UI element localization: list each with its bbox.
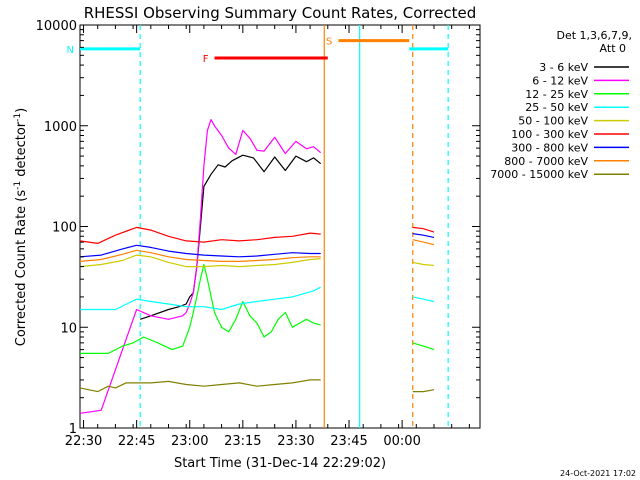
x-tick-label-7: 00:00 [383,434,420,449]
series-line-7-part-2 [412,233,435,238]
series-line-5-part-1 [79,254,321,268]
y-tick-label-5: 10000 [36,19,77,34]
y-axis-label-mid: detector [14,121,29,181]
series-line-4-part-2 [412,296,435,303]
y-axis-label-end: ) [14,108,29,113]
series-line-1-part-1 [140,154,322,320]
instrument-state-lines [139,25,449,428]
series-line-2-part-1 [79,118,322,414]
legend-label-5: 50 - 100 keV [518,115,588,128]
legend-label-3: 12 - 25 keV [525,88,588,101]
y-axis-label-main: Corrected Count Rate (s [14,190,29,347]
legend-label-2: 6 - 12 keV [532,74,588,87]
x-axis-ticks: 22:30 22:45 23:00 23:15 23:30 23:45 00:00 [65,25,470,449]
series-line-5-part-2 [412,261,435,267]
y-axis-label-sup2: -1 [13,113,23,122]
chart-title: RHESSI Observing Summary Count Rates, Co… [84,4,477,22]
x-tick-label-4: 23:15 [224,434,261,449]
legend-label-1: 3 - 6 keV [539,61,588,74]
x-tick-label-1: 22:30 [65,434,102,449]
series-line-8-part-1 [79,249,321,262]
series-line-3-part-1 [80,263,321,354]
series-line-6-part-2 [412,226,435,233]
y-axis-label-sup1: -1 [13,181,23,190]
legend-label-6: 100 - 300 keV [511,128,588,141]
footer-timestamp: 24-Oct-2021 17:02 [560,469,636,478]
legend-label-4: 25 - 50 keV [525,101,588,114]
y-tick-label-3: 100 [52,221,77,236]
x-tick-label-5: 23:30 [277,434,314,449]
legend-label-9: 7000 - 15000 keV [490,168,588,181]
legend-header-attenuator: Att 0 [600,42,626,55]
x-tick-label-2: 22:45 [118,434,155,449]
series-line-8-part-2 [412,239,435,246]
y-axis-ticks: 1 10 100 1000 10000 [36,19,480,437]
y-tick-label-1: 1 [69,422,77,437]
legend-header-detectors: Det 1,3,6,7,9, [556,29,632,42]
flag-label-N: N [67,45,74,56]
series-line-9-part-1 [79,379,321,393]
series-line-9-part-2 [412,389,435,393]
flag-bars: N F S [67,37,449,65]
x-tick-label-6: 23:45 [330,434,367,449]
series-line-7-part-1 [79,244,321,258]
flag-label-F: F [203,54,209,65]
series-line-3-part-2 [412,342,435,351]
x-axis-label: Start Time (31-Dec-14 22:29:02) [174,456,386,471]
legend-label-7: 300 - 800 keV [511,141,588,154]
series-lines [79,118,435,414]
series-line-4-part-1 [80,286,321,311]
y-tick-label-2: 10 [60,321,77,336]
x-tick-label-3: 23:00 [171,434,208,449]
series-line-6-part-1 [79,226,321,244]
y-tick-label-4: 1000 [44,120,77,135]
legend-label-8: 800 - 7000 keV [504,155,588,168]
flag-label-S: S [326,37,332,48]
y-axis-label: Corrected Count Rate (s-1 detector-1) [13,108,29,346]
